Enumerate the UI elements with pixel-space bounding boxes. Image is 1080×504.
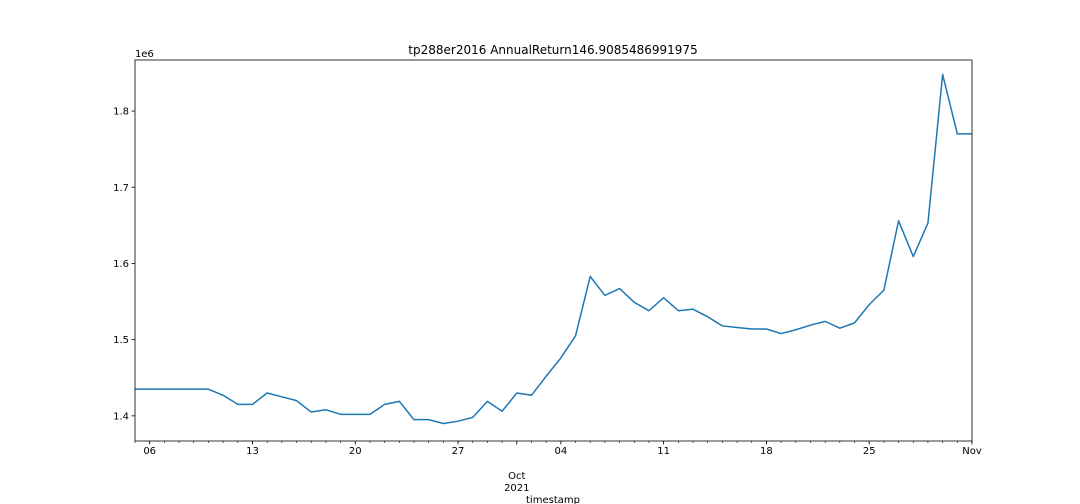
x-tick-label: 27 (452, 446, 465, 457)
x-tick-label: 11 (657, 446, 670, 457)
x-tick-label: 20 (349, 446, 362, 457)
x-tick-label: 04 (554, 446, 567, 457)
y-tick-label: 1.8 (113, 107, 129, 118)
y-tick-label: 1.7 (113, 183, 129, 194)
x-tick-label: Nov (962, 446, 982, 457)
plot-area: 1.4 1.5 1.6 1.7 1.8 06 13 20 27 04 11 18 25 Nov Oct 202… (113, 59, 982, 494)
x-tick-label: 13 (246, 446, 259, 457)
x-month-label: Oct 2021 (504, 471, 529, 494)
series-line (135, 73, 972, 425)
y-tick-label: 1.6 (113, 259, 129, 270)
y-tick-label: 1.5 (113, 335, 129, 346)
y-offset-label: 1e6 (135, 49, 154, 60)
x-tick-label: 25 (863, 446, 876, 457)
x-tick-label: 18 (760, 446, 773, 457)
chart-title: tp288er2016 AnnualReturn146.908548699197… (408, 43, 697, 57)
x-axis-label: timestamp (526, 495, 580, 504)
plot-frame (134, 59, 973, 442)
x-tick-label: 06 (143, 446, 156, 457)
y-tick-label: 1.4 (113, 411, 129, 422)
